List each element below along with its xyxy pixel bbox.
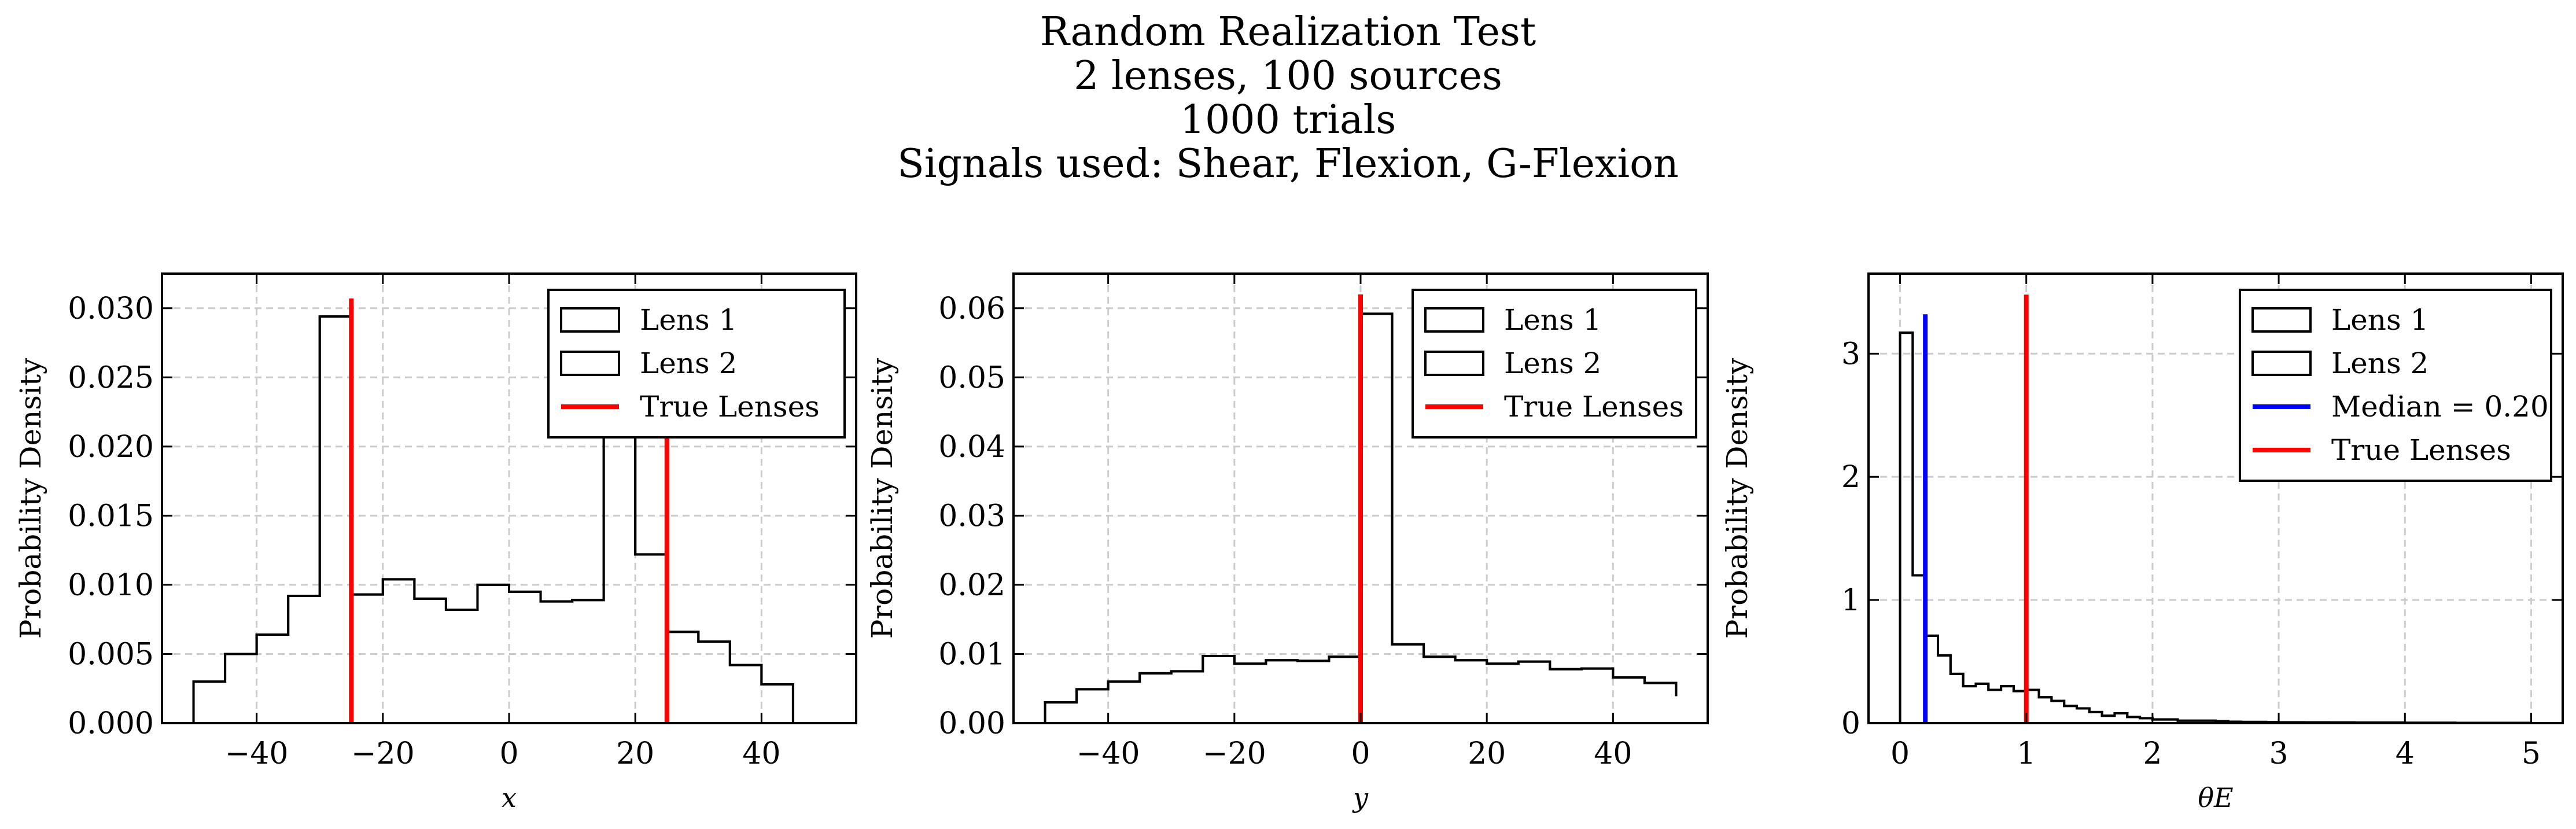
x-tick-label: −20 (351, 736, 415, 771)
y-tick-label: 0.06 (938, 292, 1005, 326)
x-tick-label: 3 (2269, 736, 2288, 771)
figure-title-line-2: 2 lenses, 100 sources (1074, 53, 1502, 99)
x-tick-label: 40 (1594, 736, 1632, 771)
chart-panel-1: −40 −20 0 20 40 0.000 0.005 0.010 0.015 0.020 0.02… (14, 272, 857, 813)
x-tick-label: 0 (1890, 736, 1910, 771)
legend: Lens 1 Lens 2 True Lenses (547, 289, 846, 439)
y-tick-label: 0.01 (938, 637, 1005, 672)
figure-title: Random Realization Test 2 lenses, 100 so… (0, 10, 2576, 186)
x-tick-label: 40 (742, 736, 780, 771)
y-tick-label: 0.03 (938, 499, 1005, 533)
x-tick-label: 0 (1351, 736, 1370, 771)
y-tick-label: 2 (1841, 460, 1860, 495)
x-tick-label: −20 (1203, 736, 1266, 771)
figure-title-line-1: Random Realization Test (1040, 9, 1536, 55)
x-tick-label: −40 (225, 736, 289, 771)
y-axis-label: Probability Density (14, 358, 47, 639)
legend-entry: Lens 1 (640, 303, 737, 337)
legend-entry: Lens 2 (640, 347, 737, 380)
legend-swatch-hist (1424, 351, 1484, 376)
legend-entry: Median = 0.20 (2331, 390, 2549, 423)
legend-swatch-hist (2251, 307, 2312, 333)
y-tick-label: 0.02 (938, 568, 1005, 603)
legend-box (547, 289, 846, 439)
legend-entry: Lens 2 (2331, 347, 2428, 380)
y-tick-label: 0 (1841, 706, 1860, 741)
y-axis-label: Probability Density (1720, 358, 1754, 639)
legend: Lens 1 Lens 2 Median = 0.20 True Lenses (2239, 289, 2552, 482)
y-tick-label: 1 (1841, 583, 1860, 618)
y-tick-label: 0.04 (938, 430, 1005, 465)
legend-swatch-hist (560, 307, 620, 333)
x-tick-label: 0 (499, 736, 518, 771)
legend-entry: True Lenses (2331, 433, 2511, 467)
figure-title-line-4: Signals used: Shear, Flexion, G-Flexion (897, 141, 1679, 187)
legend-swatch-hist (1424, 307, 1484, 333)
x-axis-label: θE (2198, 782, 2233, 813)
y-tick-label: 0.00 (938, 706, 1005, 741)
x-tick-label: 5 (2522, 736, 2541, 771)
y-tick-label: 0.05 (938, 360, 1005, 395)
legend-entry: Lens 1 (1504, 303, 1601, 337)
y-tick-label: 0.020 (68, 430, 154, 465)
x-axis-label: x (502, 782, 517, 813)
x-axis-label: y (1352, 782, 1369, 813)
y-axis-label: Probability Density (865, 358, 899, 639)
y-tick-label: 0.005 (68, 637, 154, 672)
y-tick-label: 0.015 (68, 499, 154, 533)
legend-entry: True Lenses (1504, 390, 1684, 423)
x-tick-label: −40 (1077, 736, 1140, 771)
x-tick-label: 1 (2017, 736, 2036, 771)
histogram-series-2 (192, 315, 825, 724)
figure-title-line-3: 1000 trials (1180, 97, 1396, 143)
legend-entry: Lens 2 (1504, 347, 1601, 380)
y-tick-label: 0.030 (68, 292, 154, 326)
y-tick-label: 0.025 (68, 360, 154, 395)
legend-swatch-hist (560, 351, 620, 376)
y-tick-label: 0.000 (68, 706, 154, 741)
legend-entry: Lens 1 (2331, 303, 2428, 337)
axes-frame (1867, 272, 2564, 724)
x-tick-label: 4 (2396, 736, 2415, 771)
x-tick-label: 20 (1468, 736, 1506, 771)
chart-panel-2: −40 −20 0 20 40 0.00 0.01 0.02 0.03 0.04 0.05 0.06 y… (865, 272, 1709, 813)
legend-swatch-hist (2251, 351, 2312, 376)
x-tick-label: 20 (616, 736, 654, 771)
x-tick-label: 2 (2143, 736, 2162, 771)
y-tick-label: 3 (1841, 337, 1860, 371)
legend: Lens 1 Lens 2 True Lenses (1412, 289, 1697, 439)
y-tick-label: 0.010 (68, 568, 154, 603)
legend-box (1412, 289, 1697, 439)
legend-entry: True Lenses (640, 390, 820, 423)
